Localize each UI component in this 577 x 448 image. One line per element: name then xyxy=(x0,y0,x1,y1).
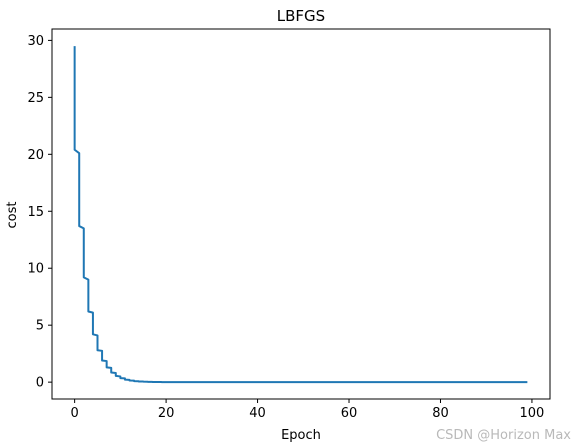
y-tick-label: 30 xyxy=(27,34,44,49)
y-axis-label: cost xyxy=(5,202,20,229)
axes-frame xyxy=(51,28,551,400)
y-tick-label: 25 xyxy=(27,91,44,106)
y-tick-label: 0 xyxy=(36,376,44,391)
y-tick-label: 20 xyxy=(27,148,44,163)
y-tick-label: 15 xyxy=(27,205,44,220)
x-tick-label: 0 xyxy=(70,406,78,421)
plot-area xyxy=(51,28,551,400)
plot-background xyxy=(52,29,550,399)
x-axis-label: Epoch xyxy=(281,428,321,443)
y-tick-label: 5 xyxy=(36,319,44,334)
chart-title: LBFGS xyxy=(277,7,325,25)
series-line-0 xyxy=(73,46,528,384)
x-tick-label: 100 xyxy=(520,406,545,421)
y-tick-label: 10 xyxy=(27,262,44,277)
x-tick-label: 60 xyxy=(341,406,358,421)
x-tick-label: 20 xyxy=(158,406,175,421)
x-tick-label: 80 xyxy=(432,406,449,421)
x-tick-label: 40 xyxy=(249,406,266,421)
axis-ticks: 0 20 40 60 80 100 0 5 10 15 20 25 30 xyxy=(27,34,544,421)
